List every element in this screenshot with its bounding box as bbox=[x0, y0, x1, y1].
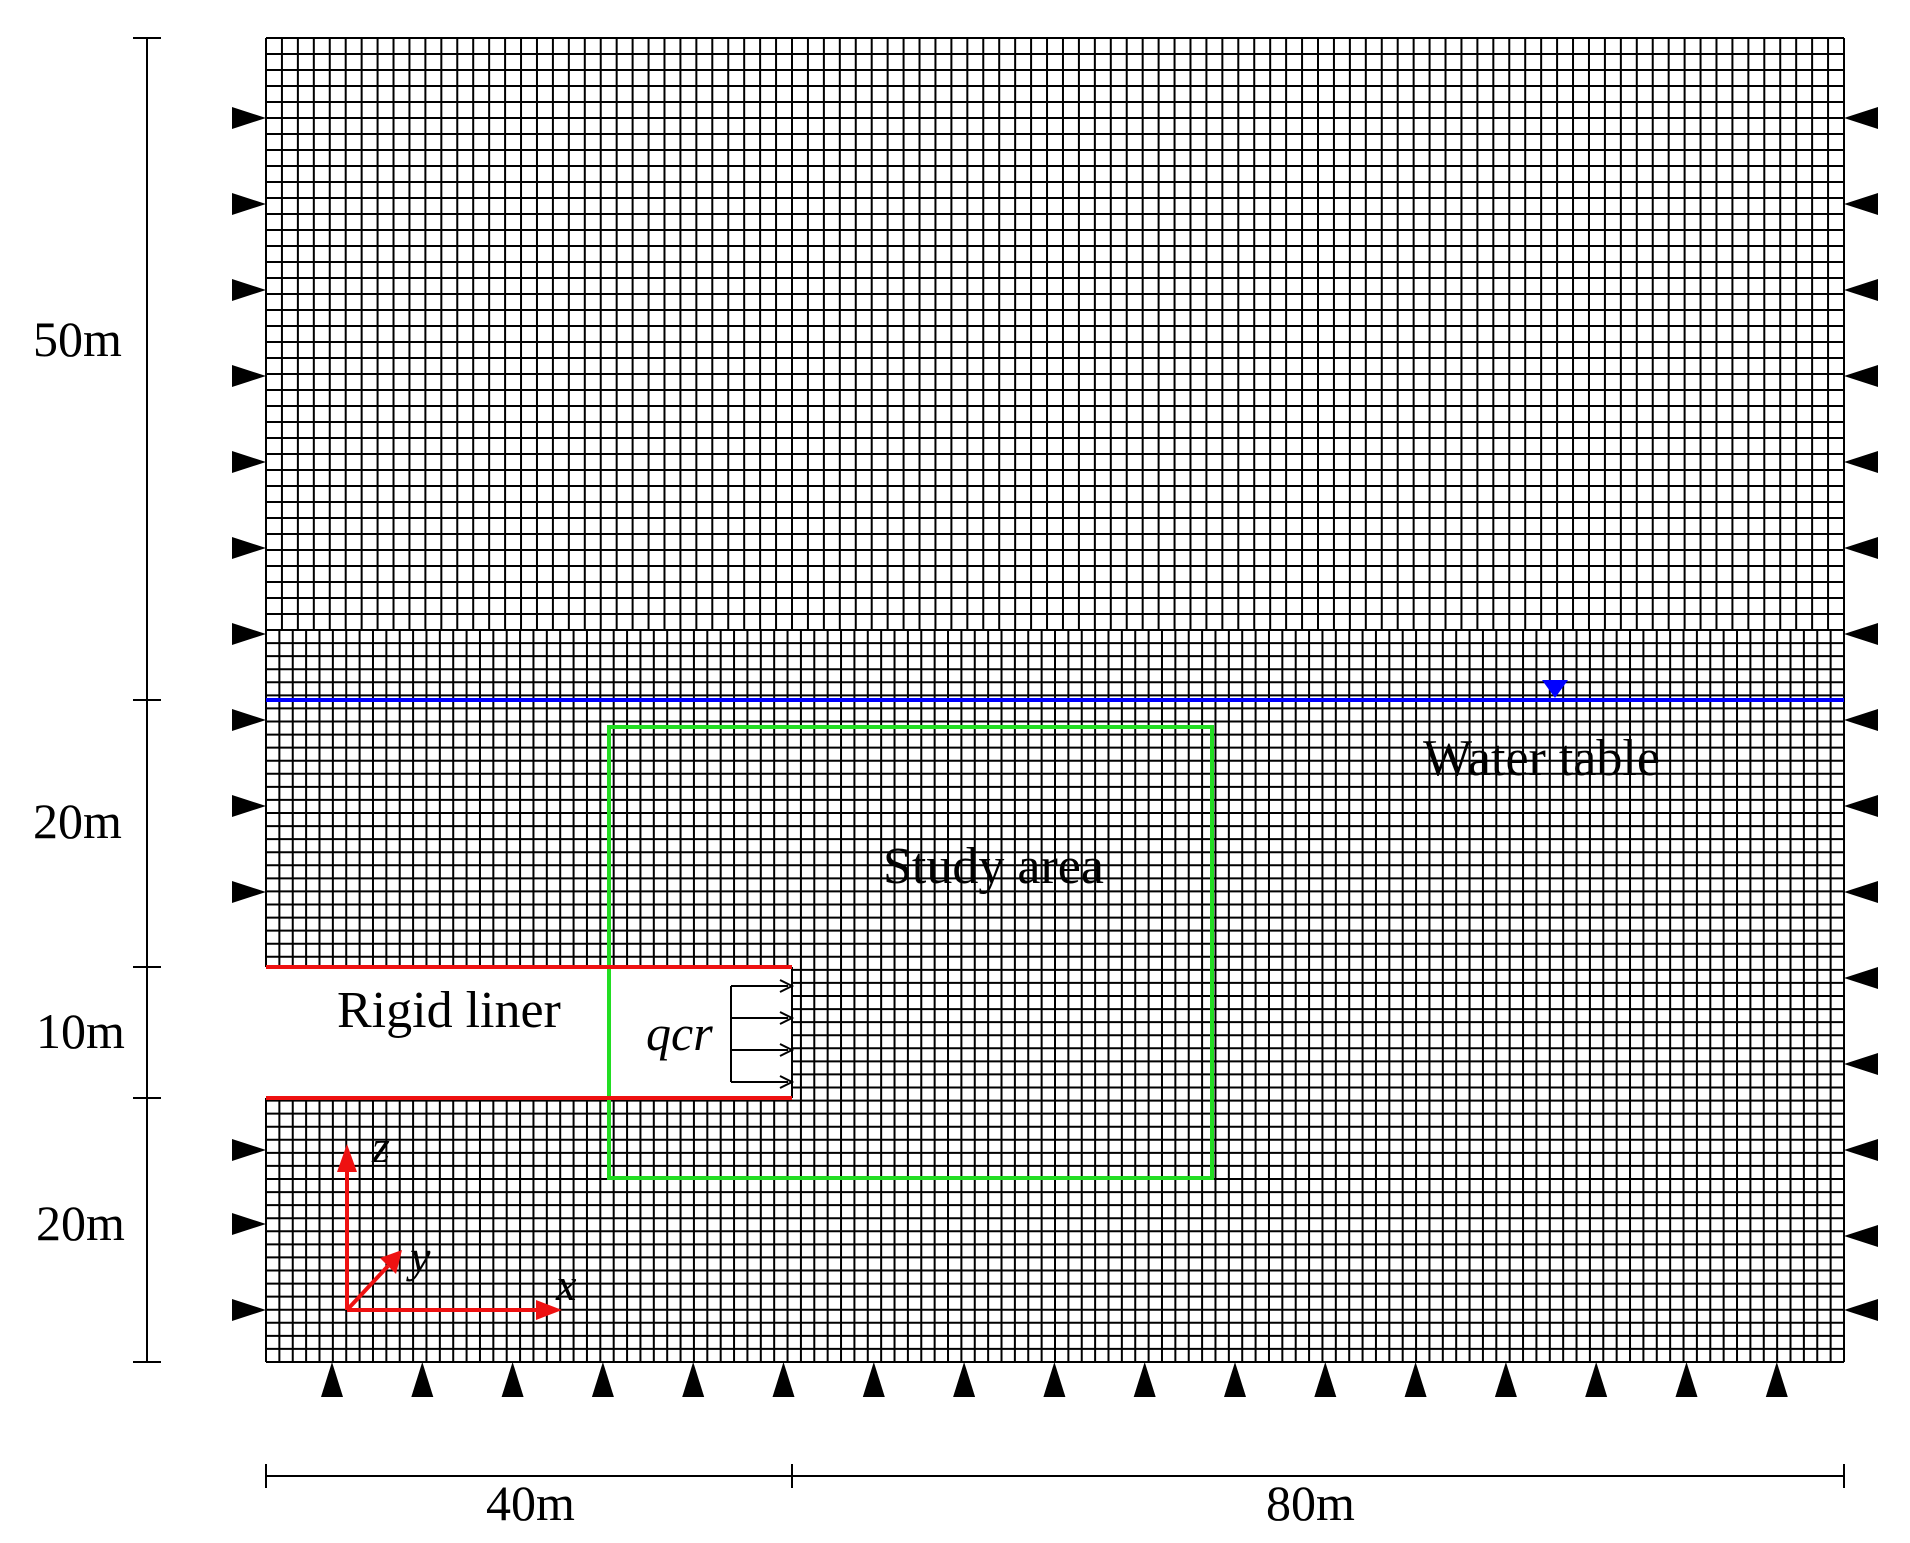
left-roller-support bbox=[232, 279, 266, 301]
axis-y-arrowhead bbox=[380, 1250, 402, 1274]
left-roller-support bbox=[232, 537, 266, 559]
left-roller-support bbox=[232, 623, 266, 645]
bottom-roller-support bbox=[1494, 1362, 1517, 1397]
bottom-roller-support bbox=[953, 1362, 976, 1397]
load-label: qcr bbox=[646, 1005, 713, 1061]
load-arrow-head bbox=[779, 979, 795, 993]
boundary-supports bbox=[232, 107, 1878, 1397]
bottom-roller-support bbox=[1404, 1362, 1427, 1397]
axis-x-label: x bbox=[555, 1259, 577, 1310]
water-table-label: Water table bbox=[1423, 730, 1660, 787]
left-roller-support bbox=[232, 1139, 266, 1161]
left-roller-support bbox=[232, 451, 266, 473]
load-arrow-head bbox=[779, 1075, 795, 1089]
dimension-label-40m: 40m bbox=[486, 1475, 575, 1531]
bottom-roller-support bbox=[501, 1362, 524, 1397]
left-roller-support bbox=[232, 709, 266, 731]
dimension-label-20m-lower: 20m bbox=[36, 1195, 125, 1251]
bottom-roller-support bbox=[1224, 1362, 1246, 1397]
study-area-label: Study area bbox=[883, 838, 1104, 895]
right-roller-support bbox=[1844, 193, 1878, 215]
left-roller-support bbox=[232, 365, 266, 387]
right-roller-support bbox=[1844, 1139, 1878, 1161]
load-arrow-head bbox=[779, 1043, 795, 1057]
axis-y-label: y bbox=[406, 1231, 431, 1282]
right-roller-support bbox=[1844, 623, 1878, 645]
bottom-roller-support bbox=[1133, 1362, 1156, 1397]
bottom-roller-support bbox=[1314, 1362, 1337, 1397]
right-roller-support bbox=[1844, 1225, 1878, 1247]
rigid-liner-label: Rigid liner bbox=[337, 982, 561, 1039]
bottom-roller-support bbox=[1585, 1362, 1608, 1397]
axis-x-arrowhead bbox=[536, 1300, 562, 1320]
dimension-label-10m: 10m bbox=[36, 1003, 125, 1059]
right-roller-support bbox=[1844, 107, 1878, 129]
bottom-roller-support bbox=[321, 1362, 343, 1397]
bottom-roller-support bbox=[772, 1362, 795, 1397]
water-table-marker bbox=[1542, 680, 1568, 698]
study-area-boundary bbox=[607, 725, 1214, 1180]
dimension-label-80m: 80m bbox=[1266, 1475, 1355, 1531]
left-roller-support bbox=[232, 795, 266, 817]
left-roller-support bbox=[232, 193, 266, 215]
right-roller-support bbox=[1844, 1299, 1878, 1321]
axis-y-shaft bbox=[345, 1264, 390, 1312]
axis-z-label: z bbox=[371, 1121, 390, 1172]
mesh-lower bbox=[265, 629, 1845, 1363]
bottom-roller-support bbox=[682, 1362, 705, 1397]
bottom-roller-support bbox=[411, 1362, 434, 1397]
model-overlays bbox=[133, 37, 1845, 1488]
left-roller-support bbox=[232, 1299, 266, 1321]
right-roller-support bbox=[1844, 1053, 1878, 1075]
right-roller-support bbox=[1844, 881, 1878, 903]
right-roller-support bbox=[1844, 537, 1878, 559]
left-roller-support bbox=[232, 881, 266, 903]
mesh-grid bbox=[265, 37, 1845, 1363]
mesh-upper bbox=[265, 37, 1845, 631]
bottom-roller-support bbox=[591, 1362, 614, 1397]
dimension-label-50m: 50m bbox=[33, 311, 122, 367]
dimension-label-20m-upper: 20m bbox=[33, 793, 122, 849]
axis-z-arrowhead bbox=[337, 1144, 357, 1172]
bottom-roller-support bbox=[862, 1362, 885, 1397]
left-roller-support bbox=[232, 1213, 266, 1235]
right-roller-support bbox=[1844, 967, 1878, 989]
right-roller-support bbox=[1844, 795, 1878, 817]
load-arrow-head bbox=[779, 1011, 795, 1025]
right-roller-support bbox=[1844, 365, 1878, 387]
left-roller-support bbox=[232, 107, 266, 129]
right-roller-support bbox=[1844, 451, 1878, 473]
bottom-roller-support bbox=[1675, 1362, 1698, 1397]
bottom-roller-support bbox=[1043, 1362, 1066, 1397]
bottom-roller-support bbox=[1765, 1362, 1788, 1397]
right-roller-support bbox=[1844, 279, 1878, 301]
right-roller-support bbox=[1844, 709, 1878, 731]
